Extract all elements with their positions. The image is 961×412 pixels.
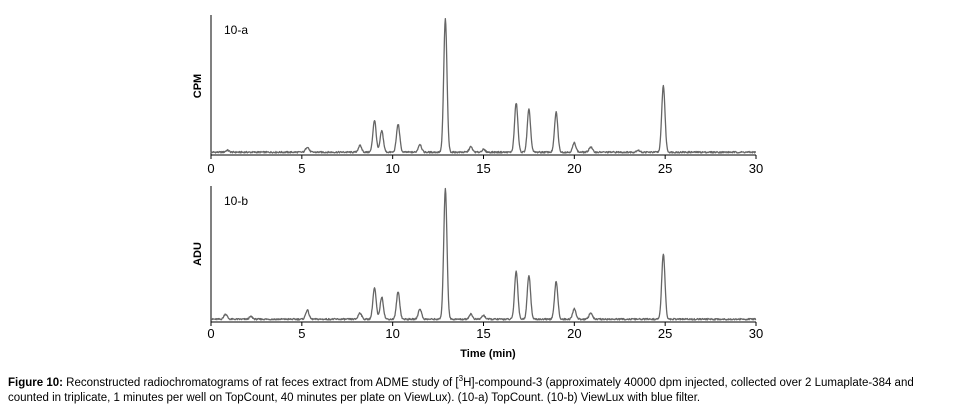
peak-point xyxy=(483,149,485,151)
peak-point xyxy=(359,145,361,147)
peak-point xyxy=(555,281,557,283)
caption-label: Figure 10: xyxy=(8,377,63,389)
peak-markers-a xyxy=(226,19,664,152)
x-tick-label: 25 xyxy=(658,161,672,176)
x-tick-label: 0 xyxy=(207,161,214,176)
peak-point xyxy=(359,313,361,315)
peak-point xyxy=(590,147,592,149)
peak-point xyxy=(250,316,252,318)
x-tick-label: 25 xyxy=(658,326,672,341)
x-axis-title: Time (min) xyxy=(460,348,516,360)
peak-point xyxy=(374,288,376,290)
chart-panel-b: 10-b ADU 0 5 10 15 20 25 30 Time (min) xyxy=(192,186,763,360)
x-ticks-a: 0 5 10 15 20 25 30 xyxy=(207,155,763,176)
peak-point xyxy=(590,313,592,315)
peak-point xyxy=(397,124,399,126)
peak-point xyxy=(397,292,399,294)
panel-label-b: 10-b xyxy=(224,194,248,208)
peak-point xyxy=(515,271,517,273)
peak-point xyxy=(662,254,664,256)
caption-superscript: 3 xyxy=(458,374,464,384)
peak-point xyxy=(662,86,664,88)
peak-point xyxy=(528,109,530,111)
chromatogram-trace-a xyxy=(210,17,757,154)
peak-point xyxy=(637,150,639,152)
x-tick-label: 15 xyxy=(476,326,490,341)
x-tick-label: 10 xyxy=(385,161,399,176)
x-tick-label: 20 xyxy=(567,161,581,176)
x-tick-label: 5 xyxy=(298,326,305,341)
peak-point xyxy=(381,131,383,133)
peak-point xyxy=(573,143,575,145)
x-tick-label: 30 xyxy=(749,161,763,176)
x-tick-label: 5 xyxy=(298,161,305,176)
x-tick-label: 20 xyxy=(567,326,581,341)
caption-text-part-1: Reconstructed radiochromatograms of rat … xyxy=(62,377,459,389)
x-tick-label: 0 xyxy=(207,326,214,341)
peak-point xyxy=(573,309,575,311)
x-tick-label: 15 xyxy=(476,161,490,176)
peak-point xyxy=(515,103,517,105)
peak-point xyxy=(225,314,227,316)
peak-point xyxy=(483,315,485,317)
peak-point xyxy=(555,112,557,114)
chart-panel-a: 10-a CPM 0 5 10 15 20 25 30 xyxy=(192,15,763,176)
panel-label-a: 10-a xyxy=(224,23,248,37)
figure-caption: Figure 10: Reconstructed radiochromatogr… xyxy=(8,374,953,406)
x-ticks-b: 0 5 10 15 20 25 30 xyxy=(207,322,763,341)
x-tick-label: 30 xyxy=(749,326,763,341)
y-axis-title-a: CPM xyxy=(192,74,204,98)
peak-point xyxy=(419,309,421,311)
peak-point xyxy=(444,189,446,191)
figure-canvas: 10-a CPM 0 5 10 15 20 25 30 10-b ADU 0 5 10 15 20 2… xyxy=(192,15,763,360)
peak-point xyxy=(381,297,383,299)
peak-point xyxy=(419,144,421,146)
chromatogram-trace-b xyxy=(210,187,757,321)
peak-point xyxy=(444,19,446,21)
peak-point xyxy=(374,120,376,122)
peak-point xyxy=(306,310,308,312)
peak-point xyxy=(226,150,228,152)
peak-point xyxy=(306,147,308,149)
x-tick-label: 10 xyxy=(385,326,399,341)
caption-text-part-2: H]-compound-3 (approximately 40000 dpm i… xyxy=(8,377,914,404)
peak-point xyxy=(470,314,472,316)
peak-point xyxy=(528,275,530,277)
y-axis-title-b: ADU xyxy=(192,242,204,266)
peak-point xyxy=(470,147,472,149)
